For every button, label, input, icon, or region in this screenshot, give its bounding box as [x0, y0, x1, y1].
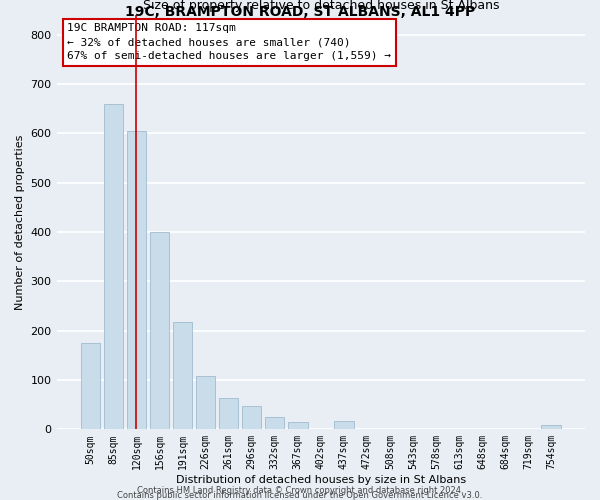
Y-axis label: Number of detached properties: Number of detached properties [15, 134, 25, 310]
Bar [219, 398, 238, 430]
Text: 19C BRAMPTON ROAD: 117sqm
← 32% of detached houses are smaller (740)
67% of semi: 19C BRAMPTON ROAD: 117sqm ← 32% of detac… [67, 24, 391, 62]
Bar [127, 131, 146, 430]
Text: Contains public sector information licensed under the Open Government Licence v3: Contains public sector information licen… [118, 491, 482, 500]
Text: 19C, BRAMPTON ROAD, ST ALBANS, AL1 4PP: 19C, BRAMPTON ROAD, ST ALBANS, AL1 4PP [125, 5, 475, 19]
Bar [334, 421, 353, 430]
Bar [242, 406, 262, 429]
X-axis label: Distribution of detached houses by size in St Albans: Distribution of detached houses by size … [176, 475, 466, 485]
Title: Size of property relative to detached houses in St Albans: Size of property relative to detached ho… [143, 0, 499, 12]
Text: Contains HM Land Registry data © Crown copyright and database right 2024.: Contains HM Land Registry data © Crown c… [137, 486, 463, 495]
Bar [149, 232, 169, 430]
Bar [265, 417, 284, 430]
Bar [80, 343, 100, 430]
Bar [541, 426, 561, 430]
Bar [173, 322, 193, 430]
Bar [288, 422, 308, 430]
Bar [196, 376, 215, 430]
Bar [104, 104, 123, 430]
